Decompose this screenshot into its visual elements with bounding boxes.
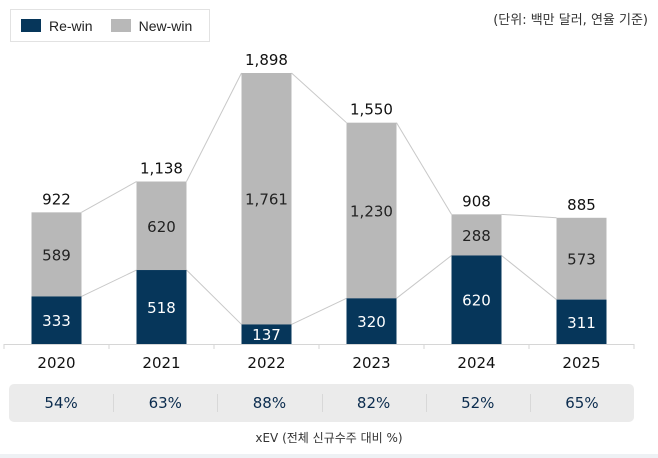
bar-re-win	[136, 270, 187, 344]
bar-new-win	[556, 217, 607, 300]
legend-swatch-re-win	[21, 19, 41, 32]
x-tick-label: 2021	[142, 354, 180, 372]
bar-new-win	[451, 214, 502, 256]
data-label-total: 1,550	[350, 101, 393, 119]
xev-share-cell: 54%	[44, 394, 78, 412]
data-label-total: 1,138	[140, 160, 183, 178]
data-label-new-win: 1,230	[350, 202, 393, 220]
connector-line-total	[81, 181, 137, 213]
data-label-re-win: 311	[567, 314, 596, 332]
xev-share-cell: 52%	[425, 384, 530, 422]
data-label-total: 885	[567, 196, 596, 214]
data-label-re-win: 518	[147, 299, 176, 317]
connector-line-re-win	[291, 297, 347, 325]
connector-line-total	[501, 213, 557, 219]
data-label-new-win: 573	[567, 251, 596, 269]
data-label-new-win: 288	[462, 227, 491, 245]
connector-line-total	[291, 72, 347, 124]
connector-line-re-win	[81, 269, 137, 297]
data-label-re-win: 620	[462, 292, 491, 310]
xev-share-band: 54% 63% 88% 82% 52% 65%	[9, 384, 634, 422]
legend-label: Re-win	[49, 17, 93, 34]
data-label-re-win: 137	[252, 326, 281, 344]
connector-line-total	[396, 122, 452, 215]
bar-re-win	[346, 298, 397, 344]
legend-item-re-win: Re-win	[21, 18, 93, 34]
bar-new-win	[136, 181, 187, 271]
data-label-re-win: 320	[357, 313, 386, 331]
bottom-divider	[0, 454, 658, 458]
bar-re-win	[556, 299, 607, 344]
data-label-re-win: 333	[42, 312, 71, 330]
stacked-bar-chart: 333 589 922 2020 518 620 1,138 2021 137 1,761 1,89…	[3, 51, 635, 372]
x-tick-label: 2024	[457, 354, 495, 372]
unit-note: (단위: 백만 달러, 연율 기준)	[493, 13, 648, 28]
data-label-new-win: 589	[42, 246, 71, 264]
connector-line-re-win	[396, 255, 452, 299]
xev-share-cell: 63%	[113, 384, 217, 422]
xev-share-cell: 88%	[217, 384, 321, 422]
chart-legend: Re-win New-win	[10, 9, 210, 42]
legend-item-new-win: New-win	[110, 17, 193, 34]
connector-line-re-win	[186, 269, 242, 325]
x-tick-label: 2025	[562, 354, 600, 372]
bar-new-win	[346, 122, 397, 299]
xev-share-caption: xEV (전체 신규수주 대비 %)	[255, 431, 403, 445]
xev-share-cell: 82%	[321, 384, 426, 422]
bar-new-win	[31, 212, 82, 297]
bar-re-win	[31, 296, 82, 344]
connector-line-re-win	[501, 255, 557, 300]
bar-re-win	[241, 324, 292, 344]
data-label-total: 922	[42, 190, 71, 208]
data-label-new-win: 1,761	[245, 191, 288, 209]
x-tick-label: 2023	[352, 354, 390, 372]
x-tick-label: 2022	[247, 354, 285, 372]
legend-label: New-win	[138, 17, 193, 34]
data-label-total: 1,898	[245, 51, 288, 69]
data-label-new-win: 620	[147, 218, 176, 236]
x-tick-label: 2020	[37, 354, 75, 372]
bar-re-win	[451, 255, 502, 344]
connector-line-total	[186, 72, 242, 182]
bar-new-win	[241, 73, 292, 325]
legend-swatch-new-win	[110, 19, 131, 32]
xev-share-cell: 65%	[529, 384, 634, 422]
data-label-total: 908	[462, 192, 491, 210]
